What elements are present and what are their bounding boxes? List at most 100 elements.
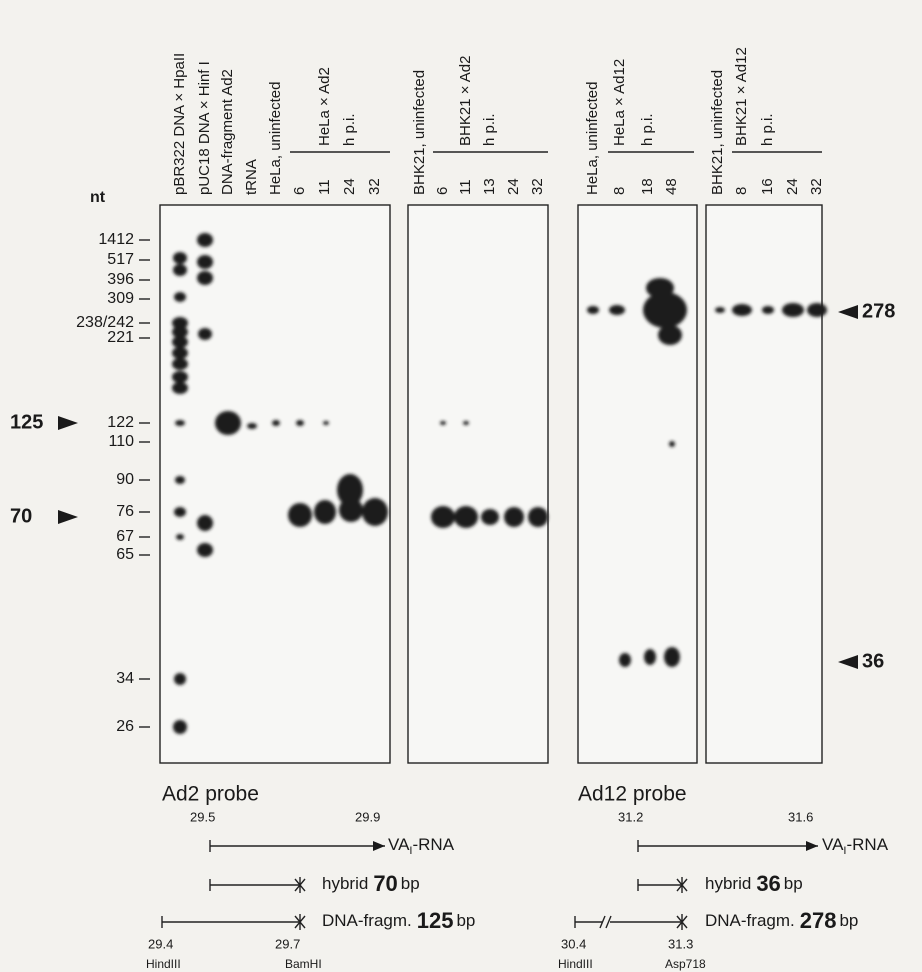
gel-band — [173, 252, 187, 264]
rna-rest: -RNA — [412, 835, 454, 854]
gel-band — [197, 271, 213, 285]
site-label: HindIII — [558, 957, 593, 971]
size-marker: 26 — [116, 718, 134, 735]
size-marker: 221 — [107, 329, 134, 346]
gel-band — [172, 336, 188, 348]
size-marker: 67 — [116, 528, 134, 545]
group-unit: h p.i. — [481, 113, 498, 146]
map-label-unit: bp — [839, 911, 858, 930]
gel-band — [172, 326, 188, 338]
lane-label: 11 — [316, 179, 333, 195]
lane-label: tRNA — [243, 159, 260, 195]
map-position: 31.6 — [788, 809, 813, 824]
gel-band — [215, 411, 241, 435]
gel-band — [646, 278, 674, 298]
gel-band — [174, 507, 186, 517]
gel-band — [175, 420, 185, 426]
lane-label: HeLa, uninfected — [267, 82, 284, 195]
map-position: 29.4 — [148, 936, 173, 951]
gel-band — [337, 474, 363, 506]
lane-label: 24 — [784, 178, 801, 195]
gel-panel — [407, 204, 549, 764]
gel-band — [197, 233, 213, 247]
lane-label: 24 — [505, 178, 522, 195]
size-marker: 76 — [116, 503, 134, 520]
arrow-label: 36 — [862, 650, 884, 672]
map-position: 29.7 — [275, 936, 300, 951]
gel-band — [339, 498, 363, 522]
size-marker: 517 — [107, 251, 134, 268]
site-label: HindIII — [146, 957, 181, 971]
lane-label: 32 — [808, 178, 825, 195]
lane-label: 18 — [639, 178, 656, 195]
site-label: BamHI — [285, 957, 322, 971]
gel-band — [440, 421, 446, 425]
arrowhead — [806, 841, 818, 851]
size-marker: 122 — [107, 414, 134, 431]
gel-band — [782, 303, 804, 317]
group-label: HeLa × Ad12 — [611, 59, 628, 146]
map-label-text: hybrid — [322, 874, 368, 893]
gel-band — [732, 304, 752, 316]
group-unit: h p.i. — [639, 113, 656, 146]
gel-band — [288, 503, 312, 527]
group-unit: h p.i. — [341, 113, 358, 146]
rna-main: VA — [822, 835, 844, 854]
lane-label: 8 — [733, 187, 750, 195]
lane-label: 6 — [291, 187, 308, 195]
site-label: Asp718 — [665, 957, 706, 971]
lane-label: HeLa, uninfected — [584, 82, 601, 195]
gel-band — [463, 421, 469, 425]
lane-label: 16 — [759, 178, 776, 195]
lane-label: 48 — [663, 178, 680, 195]
size-marker: 34 — [116, 670, 134, 687]
gel-band — [454, 506, 478, 528]
arrowhead — [58, 416, 78, 430]
gel-band — [528, 507, 548, 527]
lane-label: 24 — [341, 178, 358, 195]
probe-label: Ad12 probe — [578, 783, 687, 806]
arrowhead — [838, 305, 858, 319]
cut-mark — [294, 877, 306, 893]
size-marker: 110 — [108, 433, 134, 450]
gel-band — [658, 325, 682, 345]
gel-band — [174, 292, 186, 302]
map-label: hybrid 70 bp — [322, 871, 420, 896]
map-label-text: DNA-fragm. — [705, 911, 795, 930]
group-unit: h p.i. — [759, 113, 776, 146]
gel-band — [175, 476, 185, 484]
lane-label: pUC18 DNA × Hinf I — [196, 61, 213, 195]
arrow-label: 278 — [862, 300, 895, 322]
gel-band — [272, 420, 280, 426]
gel-band — [173, 264, 187, 276]
size-marker: 1412 — [98, 231, 134, 248]
arrowhead — [838, 655, 858, 669]
map-label-size: 36 — [756, 871, 780, 896]
gel-band — [644, 649, 656, 665]
rna-label: VAI-RNA — [822, 835, 889, 856]
size-marker: 396 — [107, 271, 134, 288]
gel-band — [172, 317, 188, 329]
map-position: 29.5 — [190, 809, 215, 824]
gel-band — [172, 347, 188, 359]
gel-band — [172, 358, 188, 370]
gel-band — [314, 500, 336, 524]
size-marker: 309 — [107, 290, 134, 307]
lane-label: 13 — [481, 178, 498, 195]
arrowhead — [373, 841, 385, 851]
map-label-size: 278 — [800, 908, 837, 933]
gel-band — [197, 543, 213, 557]
gel-band — [431, 506, 455, 528]
gel-band — [362, 498, 388, 526]
nt-label: nt — [90, 189, 106, 206]
gel-band — [587, 306, 599, 314]
lane-label: 6 — [434, 187, 451, 195]
lane-label: DNA-fragment Ad2 — [219, 69, 236, 195]
gel-band — [323, 421, 329, 425]
gel-band — [504, 507, 524, 527]
arrow-label: 70 — [10, 505, 32, 527]
gel-band — [247, 423, 257, 429]
gel-band — [197, 515, 213, 531]
gel-band — [172, 371, 188, 383]
